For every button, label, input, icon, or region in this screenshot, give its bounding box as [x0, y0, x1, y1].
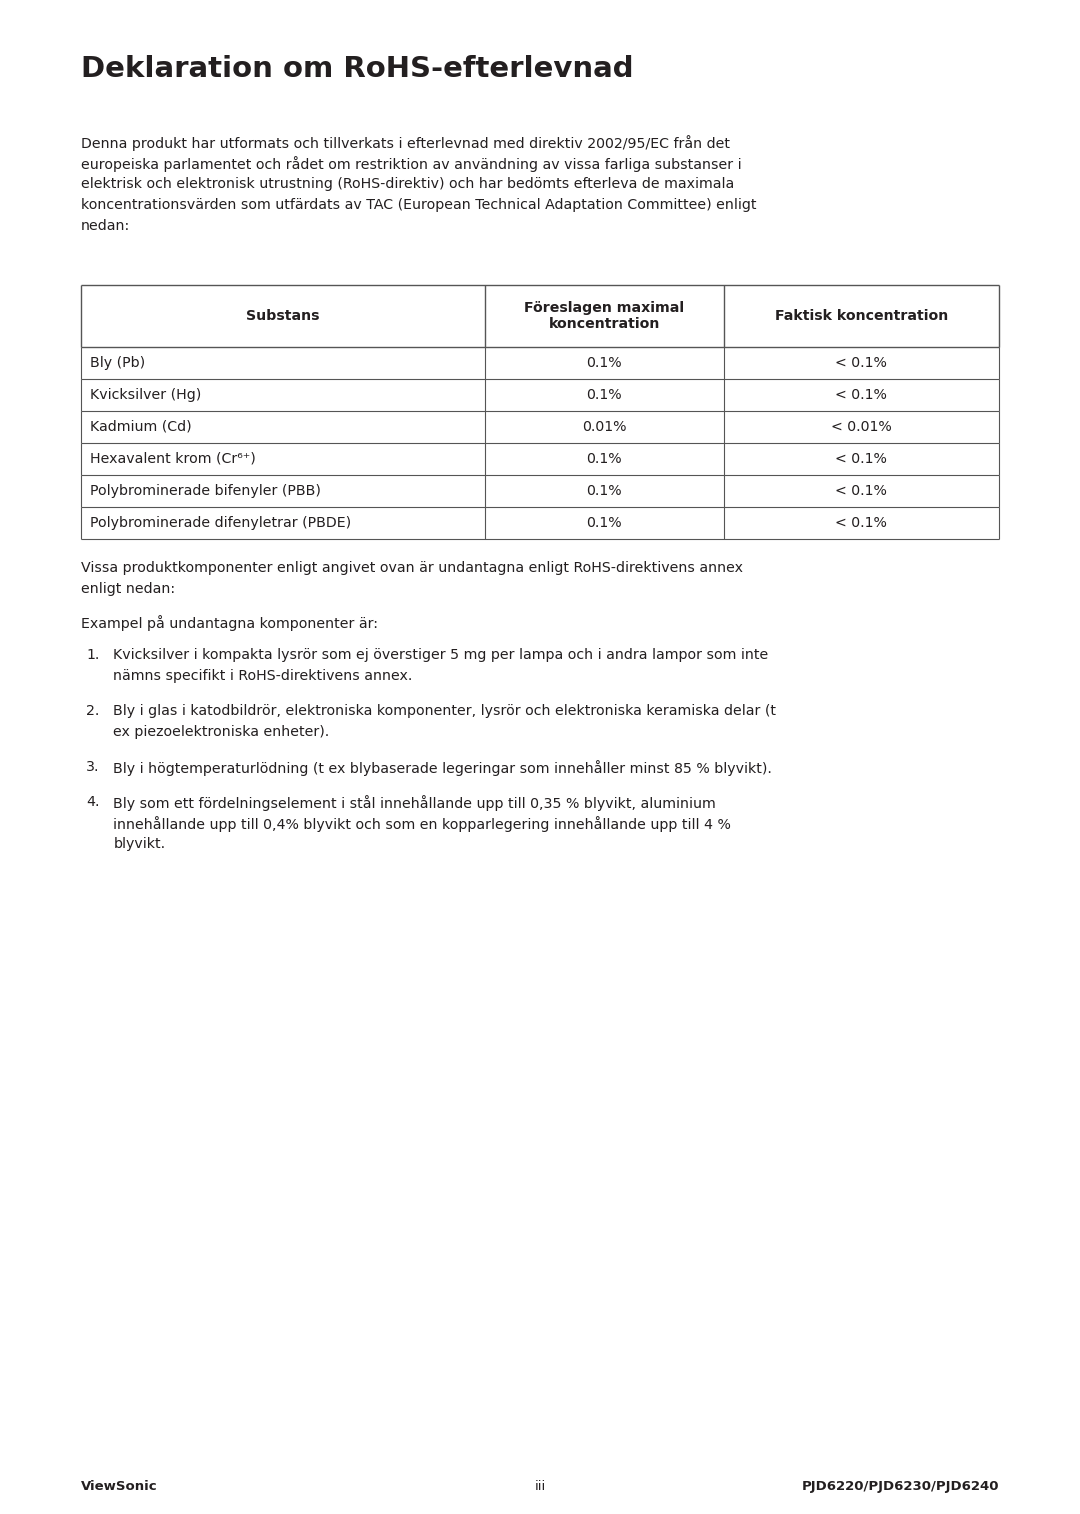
Text: blyvikt.: blyvikt. — [113, 837, 165, 851]
Text: innehållande upp till 0,4% blyvikt och som en kopparlegering innehållande upp ti: innehållande upp till 0,4% blyvikt och s… — [113, 816, 731, 833]
Text: Kvicksilver i kompakta lysrör som ej överstiger 5 mg per lampa och i andra lampo: Kvicksilver i kompakta lysrör som ej öve… — [113, 648, 769, 662]
Text: < 0.1%: < 0.1% — [835, 516, 888, 530]
Text: Hexavalent krom (Cr⁶⁺): Hexavalent krom (Cr⁶⁺) — [90, 453, 255, 466]
Text: 0.1%: 0.1% — [586, 388, 622, 403]
Text: 0.1%: 0.1% — [586, 516, 622, 530]
Text: 2.: 2. — [86, 704, 99, 718]
Text: nämns specifikt i RoHS-direktivens annex.: nämns specifikt i RoHS-direktivens annex… — [113, 669, 413, 683]
Text: enligt nedan:: enligt nedan: — [81, 581, 175, 597]
Text: europeiska parlamentet och rådet om restriktion av användning av vissa farliga s: europeiska parlamentet och rådet om rest… — [81, 156, 742, 173]
Text: ex piezoelektroniska enheter).: ex piezoelektroniska enheter). — [113, 725, 329, 739]
Text: Bly i glas i katodbildrör, elektroniska komponenter, lysrör och elektroniska ker: Bly i glas i katodbildrör, elektroniska … — [113, 704, 777, 718]
Text: Substans: Substans — [246, 309, 320, 322]
Text: 0.1%: 0.1% — [586, 453, 622, 466]
Text: 4.: 4. — [86, 795, 100, 808]
Text: Vissa produktkomponenter enligt angivet ovan är undantagna enligt RoHS-direktive: Vissa produktkomponenter enligt angivet … — [81, 562, 743, 575]
Text: 0.01%: 0.01% — [582, 419, 626, 435]
Text: koncentrationsvärden som utfärdats av TAC (European Technical Adaptation Committ: koncentrationsvärden som utfärdats av TA… — [81, 198, 756, 212]
Text: Kvicksilver (Hg): Kvicksilver (Hg) — [90, 388, 201, 403]
Text: PJD6220/PJD6230/PJD6240: PJD6220/PJD6230/PJD6240 — [801, 1481, 999, 1493]
Text: Bly som ett fördelningselement i stål innehållande upp till 0,35 % blyvikt, alum: Bly som ett fördelningselement i stål in… — [113, 795, 716, 812]
Text: Faktisk koncentration: Faktisk koncentration — [774, 309, 948, 322]
Text: 1.: 1. — [86, 648, 99, 662]
Text: 0.1%: 0.1% — [586, 356, 622, 369]
Text: Bly (Pb): Bly (Pb) — [90, 356, 145, 369]
Text: iii: iii — [535, 1481, 545, 1493]
Text: Exampel på undantagna komponenter är:: Exampel på undantagna komponenter är: — [81, 615, 378, 631]
Text: nedan:: nedan: — [81, 220, 131, 233]
Text: < 0.1%: < 0.1% — [835, 453, 888, 466]
Text: Polybrominerade difenyletrar (PBDE): Polybrominerade difenyletrar (PBDE) — [90, 516, 351, 530]
Text: Denna produkt har utformats och tillverkats i efterlevnad med direktiv 2002/95/E: Denna produkt har utformats och tillverk… — [81, 135, 730, 151]
Text: ViewSonic: ViewSonic — [81, 1481, 158, 1493]
Text: elektrisk och elektronisk utrustning (RoHS-direktiv) och har bedömts efterleva d: elektrisk och elektronisk utrustning (Ro… — [81, 177, 734, 191]
Text: 3.: 3. — [86, 760, 100, 774]
Text: < 0.01%: < 0.01% — [831, 419, 892, 435]
Text: Deklaration om RoHS-efterlevnad: Deklaration om RoHS-efterlevnad — [81, 55, 634, 83]
Text: < 0.1%: < 0.1% — [835, 388, 888, 403]
Text: < 0.1%: < 0.1% — [835, 484, 888, 498]
Text: Föreslagen maximal
koncentration: Föreslagen maximal koncentration — [524, 301, 685, 332]
Text: < 0.1%: < 0.1% — [835, 356, 888, 369]
Text: 0.1%: 0.1% — [586, 484, 622, 498]
Text: Bly i högtemperaturlödning (t ex blybaserade legeringar som innehåller minst 85 : Bly i högtemperaturlödning (t ex blybase… — [113, 760, 772, 777]
Text: Kadmium (Cd): Kadmium (Cd) — [90, 419, 191, 435]
Text: Polybrominerade bifenyler (PBB): Polybrominerade bifenyler (PBB) — [90, 484, 321, 498]
